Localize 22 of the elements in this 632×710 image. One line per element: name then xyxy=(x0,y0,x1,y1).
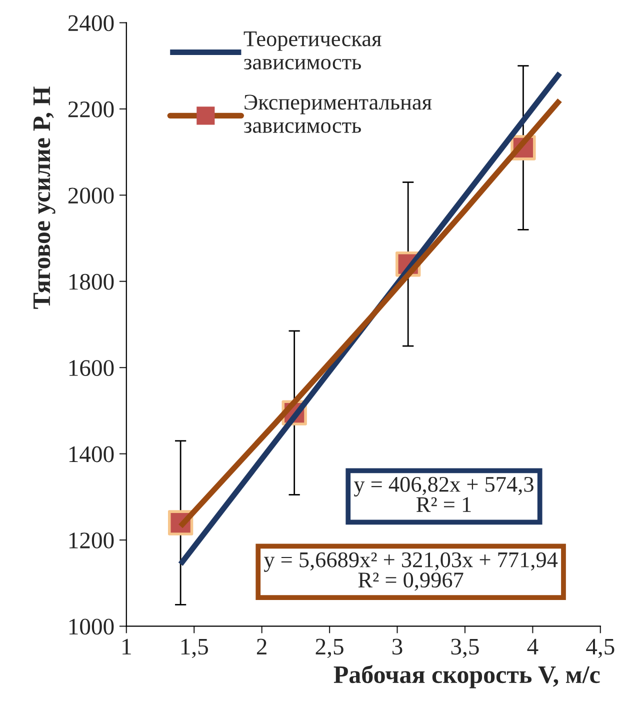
y-tick-label: 1800 xyxy=(69,274,114,290)
y-tick-label: 2200 xyxy=(68,101,114,118)
y-tick-label: 1000 xyxy=(69,618,114,635)
y-tick-label: 2400 xyxy=(68,15,114,32)
y-axis-title: Тяговое усилие P, Н xyxy=(34,86,56,309)
x-tick-label: 1 xyxy=(122,638,131,654)
y-tick-label: 1400 xyxy=(69,446,114,462)
x-tick-label: 3,5 xyxy=(451,638,479,658)
legend-label: Теоретическая зависимость xyxy=(244,32,382,70)
y-tick-label: 2000 xyxy=(68,188,114,204)
annotation: y = 5,6689x² + 321,03x + 771,94 R² = 0,9967 xyxy=(264,552,558,591)
y-tick-label: 1600 xyxy=(69,360,114,376)
x-tick-label: 2 xyxy=(256,638,266,654)
legend-label: Экспериментальная зависимость xyxy=(244,94,432,133)
y-tick-label: 1200 xyxy=(69,532,114,548)
x-tick-label: 3 xyxy=(392,638,402,655)
x-axis-title: Рабочая скорость V, м/с xyxy=(334,664,600,688)
x-tick-label: 4 xyxy=(527,638,538,654)
annotation: y = 406,82x + 574,3 R² = 1 xyxy=(354,476,534,512)
x-tick-label: 4,5 xyxy=(586,638,614,658)
x-tick-label: 1,5 xyxy=(181,638,208,658)
x-tick-label: 2,5 xyxy=(316,638,344,658)
